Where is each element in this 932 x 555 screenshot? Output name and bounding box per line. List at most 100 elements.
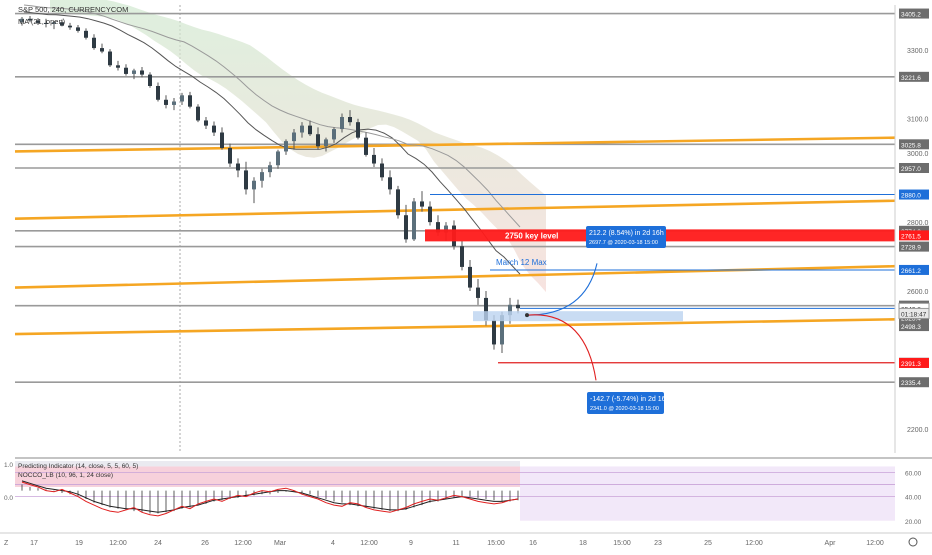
indicator-left-label: 0.0 <box>4 495 13 502</box>
price-tag <box>899 71 929 82</box>
time-tick-label: 23 <box>654 540 662 547</box>
price-tag <box>899 241 929 252</box>
price-tag-label: 2391.3 <box>901 361 921 368</box>
candle-body <box>164 99 168 105</box>
candle-body <box>180 95 184 102</box>
horizontal-levels[interactable] <box>15 12 895 384</box>
price-tag-label: 2880.0 <box>901 193 921 200</box>
price-tick-label: 3300.0 <box>907 48 929 55</box>
indicator-panel[interactable]: Predicting Indicator (14, close, 5, 5, 6… <box>4 457 932 526</box>
time-tick-label: 12:00 <box>109 540 127 547</box>
candle-body <box>396 189 400 216</box>
time-tick-label: Mar <box>274 540 287 547</box>
projection-down-info-line1: -142.7 (-5.74%) in 2d 16h <box>590 396 669 403</box>
indicator-right-label: 40.00 <box>905 495 922 502</box>
candle-body <box>356 122 360 138</box>
indicator-right-label: 60.00 <box>905 470 922 477</box>
candle-body <box>348 117 352 123</box>
time-tick-label: Apr <box>825 540 837 547</box>
candle-body <box>292 132 296 142</box>
price-tag-label: 2335.4 <box>901 380 921 387</box>
projection-down-arrow <box>526 314 597 381</box>
indicator-legend-2[interactable]: NOCCO_LB (10, 96, 1, 24 close) <box>18 472 113 479</box>
time-axis[interactable]: 17 19 12:00 24 26 12:00 Mar 4 12:00 9 11 15:00 16 18 1… <box>0 532 932 547</box>
candle-body <box>60 22 64 26</box>
forecast-zone[interactable] <box>473 311 683 322</box>
candle-body <box>436 222 440 233</box>
candle-body <box>212 125 216 133</box>
time-tick-label: 19 <box>75 540 83 547</box>
price-tick-label: 2800.0 <box>907 220 929 227</box>
gear-icon[interactable] <box>908 537 918 547</box>
candle-body <box>412 201 416 240</box>
key-level-label: 2750 key level <box>505 231 558 240</box>
candle-body <box>116 65 120 68</box>
price-tag <box>899 230 929 241</box>
time-tick-label: 18 <box>579 540 587 547</box>
candle-body <box>188 95 192 107</box>
projection-up-info-box[interactable] <box>586 226 666 248</box>
price-tag <box>899 377 929 388</box>
orange-trend-line[interactable] <box>14 199 896 220</box>
candle-body <box>508 304 512 316</box>
time-tick-label: 11 <box>452 540 459 547</box>
candle-body <box>308 125 312 135</box>
ma-legend[interactable]: MA (21, open) <box>18 17 66 26</box>
candle-body <box>324 139 328 147</box>
price-tag <box>899 357 929 368</box>
candle-body <box>20 18 24 23</box>
time-tick-label: 24 <box>154 540 162 547</box>
projection-down-info-line2: 2341.0 @ 2020-03-18 15:00 <box>590 406 659 412</box>
price-tag-label: 3025.8 <box>901 142 921 149</box>
time-tick-label: 26 <box>201 540 209 547</box>
time-remaining-tag <box>898 307 930 319</box>
symbol-title[interactable]: S&P 500, 240, CURRENCYCOM <box>18 5 129 14</box>
candle-body <box>460 246 464 267</box>
gear-icon[interactable]: Z <box>4 540 9 547</box>
indicator-top-zone <box>15 461 520 467</box>
candle-body <box>468 266 472 288</box>
time-remaining-label: 01:18:47 <box>901 311 927 318</box>
price-tag <box>899 264 929 275</box>
projection-down-info-box[interactable] <box>587 392 664 414</box>
candle-body <box>476 287 480 298</box>
price-tag-label: 3221.6 <box>901 75 921 82</box>
price-tag <box>899 189 929 200</box>
price-tag <box>899 8 929 19</box>
candle-body <box>444 225 448 233</box>
price-tag <box>899 163 929 174</box>
indicator-left-label: 1.0 <box>4 462 13 469</box>
candle-body <box>100 48 104 52</box>
candle-body <box>268 165 272 173</box>
candle-body <box>300 125 304 133</box>
price-tag-label: 3405.2 <box>901 12 921 19</box>
indicator-legend-1[interactable]: Predicting Indicator (14, close, 5, 5, 6… <box>18 463 138 470</box>
time-tick-label: 16 <box>529 540 537 547</box>
moving-averages <box>23 4 521 275</box>
candle-body <box>252 180 256 190</box>
candle-body <box>140 70 144 75</box>
candle-body <box>236 163 240 171</box>
candle-body <box>492 320 496 345</box>
time-tick-label: 12:00 <box>745 540 763 547</box>
time-tick-label: 12:00 <box>234 540 252 547</box>
price-tag-label: 2661.2 <box>901 268 921 275</box>
chart-legend: S&P 500, 240, CURRENCYCOM MA (21, open) <box>18 5 128 27</box>
time-tick-label: 12:00 <box>866 540 884 547</box>
candle-body <box>380 163 384 178</box>
orange-trend-line[interactable] <box>14 317 896 336</box>
annotations[interactable]: 2750 key level March 12 Max 212.2 (8.54%) … <box>425 194 895 414</box>
orange-trend-line[interactable] <box>14 136 896 153</box>
projection-origin <box>525 313 529 318</box>
candle-body <box>76 27 80 31</box>
candle-body <box>172 101 176 105</box>
candle-body <box>428 206 432 223</box>
candle-body <box>284 141 288 152</box>
candle-body <box>260 172 264 181</box>
price-tag <box>899 139 929 150</box>
candle-body <box>124 67 128 74</box>
indicator-right-label: 20.00 <box>905 519 922 526</box>
indicator-red-line <box>21 481 519 517</box>
